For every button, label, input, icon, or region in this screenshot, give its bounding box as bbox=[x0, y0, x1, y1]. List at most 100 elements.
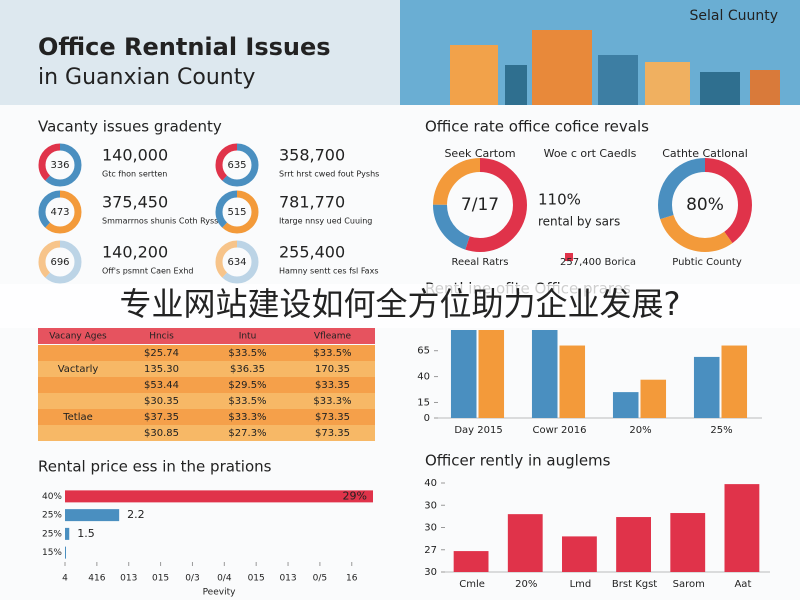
donut-segment bbox=[433, 158, 527, 252]
table-cell: $73.35 bbox=[315, 428, 350, 439]
x-tick-label: 015 bbox=[248, 574, 265, 584]
table-cell: $33.5% bbox=[228, 348, 266, 359]
table-row-bg bbox=[38, 361, 375, 377]
table-cell: $73.35 bbox=[315, 412, 350, 423]
bar bbox=[562, 536, 597, 572]
stat-value: 781,770 bbox=[279, 193, 345, 212]
x-tick-label: Cmle bbox=[459, 579, 485, 590]
legend-swatch bbox=[565, 253, 573, 261]
header-left bbox=[0, 0, 400, 105]
x-tick-label: 015 bbox=[152, 574, 169, 584]
stat-value: 140,200 bbox=[102, 243, 168, 262]
table-cell: $33.5% bbox=[313, 348, 351, 359]
bar bbox=[559, 345, 586, 418]
table-header-cell: Intu bbox=[239, 332, 257, 342]
donut-center: 635 bbox=[227, 160, 246, 171]
building bbox=[645, 62, 690, 105]
table-header-bg bbox=[38, 328, 375, 344]
y-tick-label: 30 bbox=[424, 523, 437, 534]
x-tick-label: 16 bbox=[346, 574, 358, 584]
donut-segment bbox=[658, 158, 752, 252]
x-tick-label: 4 bbox=[62, 574, 68, 584]
bar bbox=[616, 517, 651, 572]
stat-value: 358,700 bbox=[279, 146, 345, 165]
table-row-bg bbox=[38, 345, 375, 361]
x-tick-label: 013 bbox=[120, 574, 137, 584]
table-cell: $37.35 bbox=[144, 412, 179, 423]
bar bbox=[640, 379, 667, 418]
donut-segment bbox=[215, 190, 259, 234]
x-tick-label: 0/4 bbox=[217, 574, 232, 584]
donut-segment bbox=[38, 143, 82, 187]
x-tick-label: 20% bbox=[515, 579, 537, 590]
table-row-bg bbox=[38, 425, 375, 441]
table-cell: $27.3% bbox=[228, 428, 266, 439]
stat-note: rental by sars bbox=[538, 215, 620, 229]
bar-note: 29% bbox=[343, 489, 367, 502]
stat-value: 375,450 bbox=[102, 193, 168, 212]
donut-segment bbox=[215, 143, 259, 187]
bar bbox=[670, 513, 706, 572]
table-header-cell: Vfleame bbox=[314, 332, 352, 342]
donut-segment bbox=[38, 240, 82, 284]
x-tick-label: Cowr 2016 bbox=[532, 425, 586, 436]
donut-center: 80% bbox=[686, 195, 724, 215]
x-tick-label: Day 2015 bbox=[454, 425, 502, 436]
section-heading: Office rate office cofice revals bbox=[425, 118, 649, 136]
header-title: Office Rentnial Issues bbox=[38, 33, 331, 61]
overlay-title: 专业网站建设如何全方位助力企业发展? bbox=[120, 285, 681, 323]
footer-label: Reeal Ratrs bbox=[452, 257, 509, 268]
table-header-cell: Hncis bbox=[149, 332, 174, 342]
donut-center: 7/17 bbox=[461, 195, 499, 215]
stat-note: Itarge nnsy ued Cuuing bbox=[279, 217, 372, 226]
footer-label: 257,400 Borica bbox=[560, 257, 636, 268]
stat-note: Gtc fhon sertten bbox=[102, 170, 167, 179]
y-tick-label: 15 bbox=[417, 397, 430, 408]
chart-title: Rental price ess in the prations bbox=[38, 458, 272, 476]
header-subtitle: in Guanxian County bbox=[38, 65, 255, 90]
donut-segment bbox=[433, 158, 527, 252]
column-label: Cathte Catlonal bbox=[662, 147, 748, 160]
table-cell: 170.35 bbox=[315, 364, 350, 375]
bar bbox=[65, 546, 66, 559]
footer-label: Pubtic County bbox=[672, 257, 742, 268]
y-tick-label: 25% bbox=[42, 511, 62, 521]
donut-segment bbox=[658, 158, 752, 252]
header-badge: Selal Cuunty bbox=[690, 8, 778, 24]
table-cell: $33.5% bbox=[228, 396, 266, 407]
x-tick-label: 20% bbox=[629, 425, 651, 436]
bar bbox=[693, 356, 720, 418]
chart-title: Officer rently in auglems bbox=[425, 452, 611, 470]
building bbox=[450, 45, 498, 105]
y-tick-label: 40 bbox=[417, 372, 430, 383]
y-tick-label: 27 bbox=[424, 545, 437, 556]
stat-note: Off's psmnt Caen Exhd bbox=[102, 267, 193, 276]
bar-note: 2.2 bbox=[127, 508, 145, 521]
stat-note: Srrt hrst cwed fout Pyshs bbox=[279, 170, 379, 179]
table-cell: $29.5% bbox=[228, 380, 266, 391]
bar bbox=[721, 345, 748, 418]
donut-segment bbox=[38, 190, 82, 234]
bar bbox=[450, 330, 477, 418]
table-cell: Tetlae bbox=[62, 412, 93, 423]
building bbox=[598, 55, 638, 105]
x-tick-label: Sarom bbox=[673, 579, 705, 590]
x-axis-label: Peevity bbox=[203, 588, 237, 598]
buildings bbox=[450, 30, 780, 105]
table-cell: $25.74 bbox=[144, 348, 179, 359]
y-tick-label: 65 bbox=[417, 346, 430, 357]
x-tick-label: 416 bbox=[88, 574, 105, 584]
donut-center: 473 bbox=[50, 207, 69, 218]
x-tick-label: 25% bbox=[710, 425, 732, 436]
building bbox=[700, 72, 740, 105]
y-tick-label: 15% bbox=[42, 548, 62, 558]
column-label: Seek Cartom bbox=[444, 147, 515, 160]
donut-segment bbox=[215, 240, 259, 284]
building bbox=[750, 70, 780, 105]
bar bbox=[507, 514, 543, 572]
table-row-bg bbox=[38, 393, 375, 409]
bar bbox=[724, 484, 760, 572]
table-cell: $33.3% bbox=[313, 396, 351, 407]
table-cell: $30.85 bbox=[144, 428, 179, 439]
